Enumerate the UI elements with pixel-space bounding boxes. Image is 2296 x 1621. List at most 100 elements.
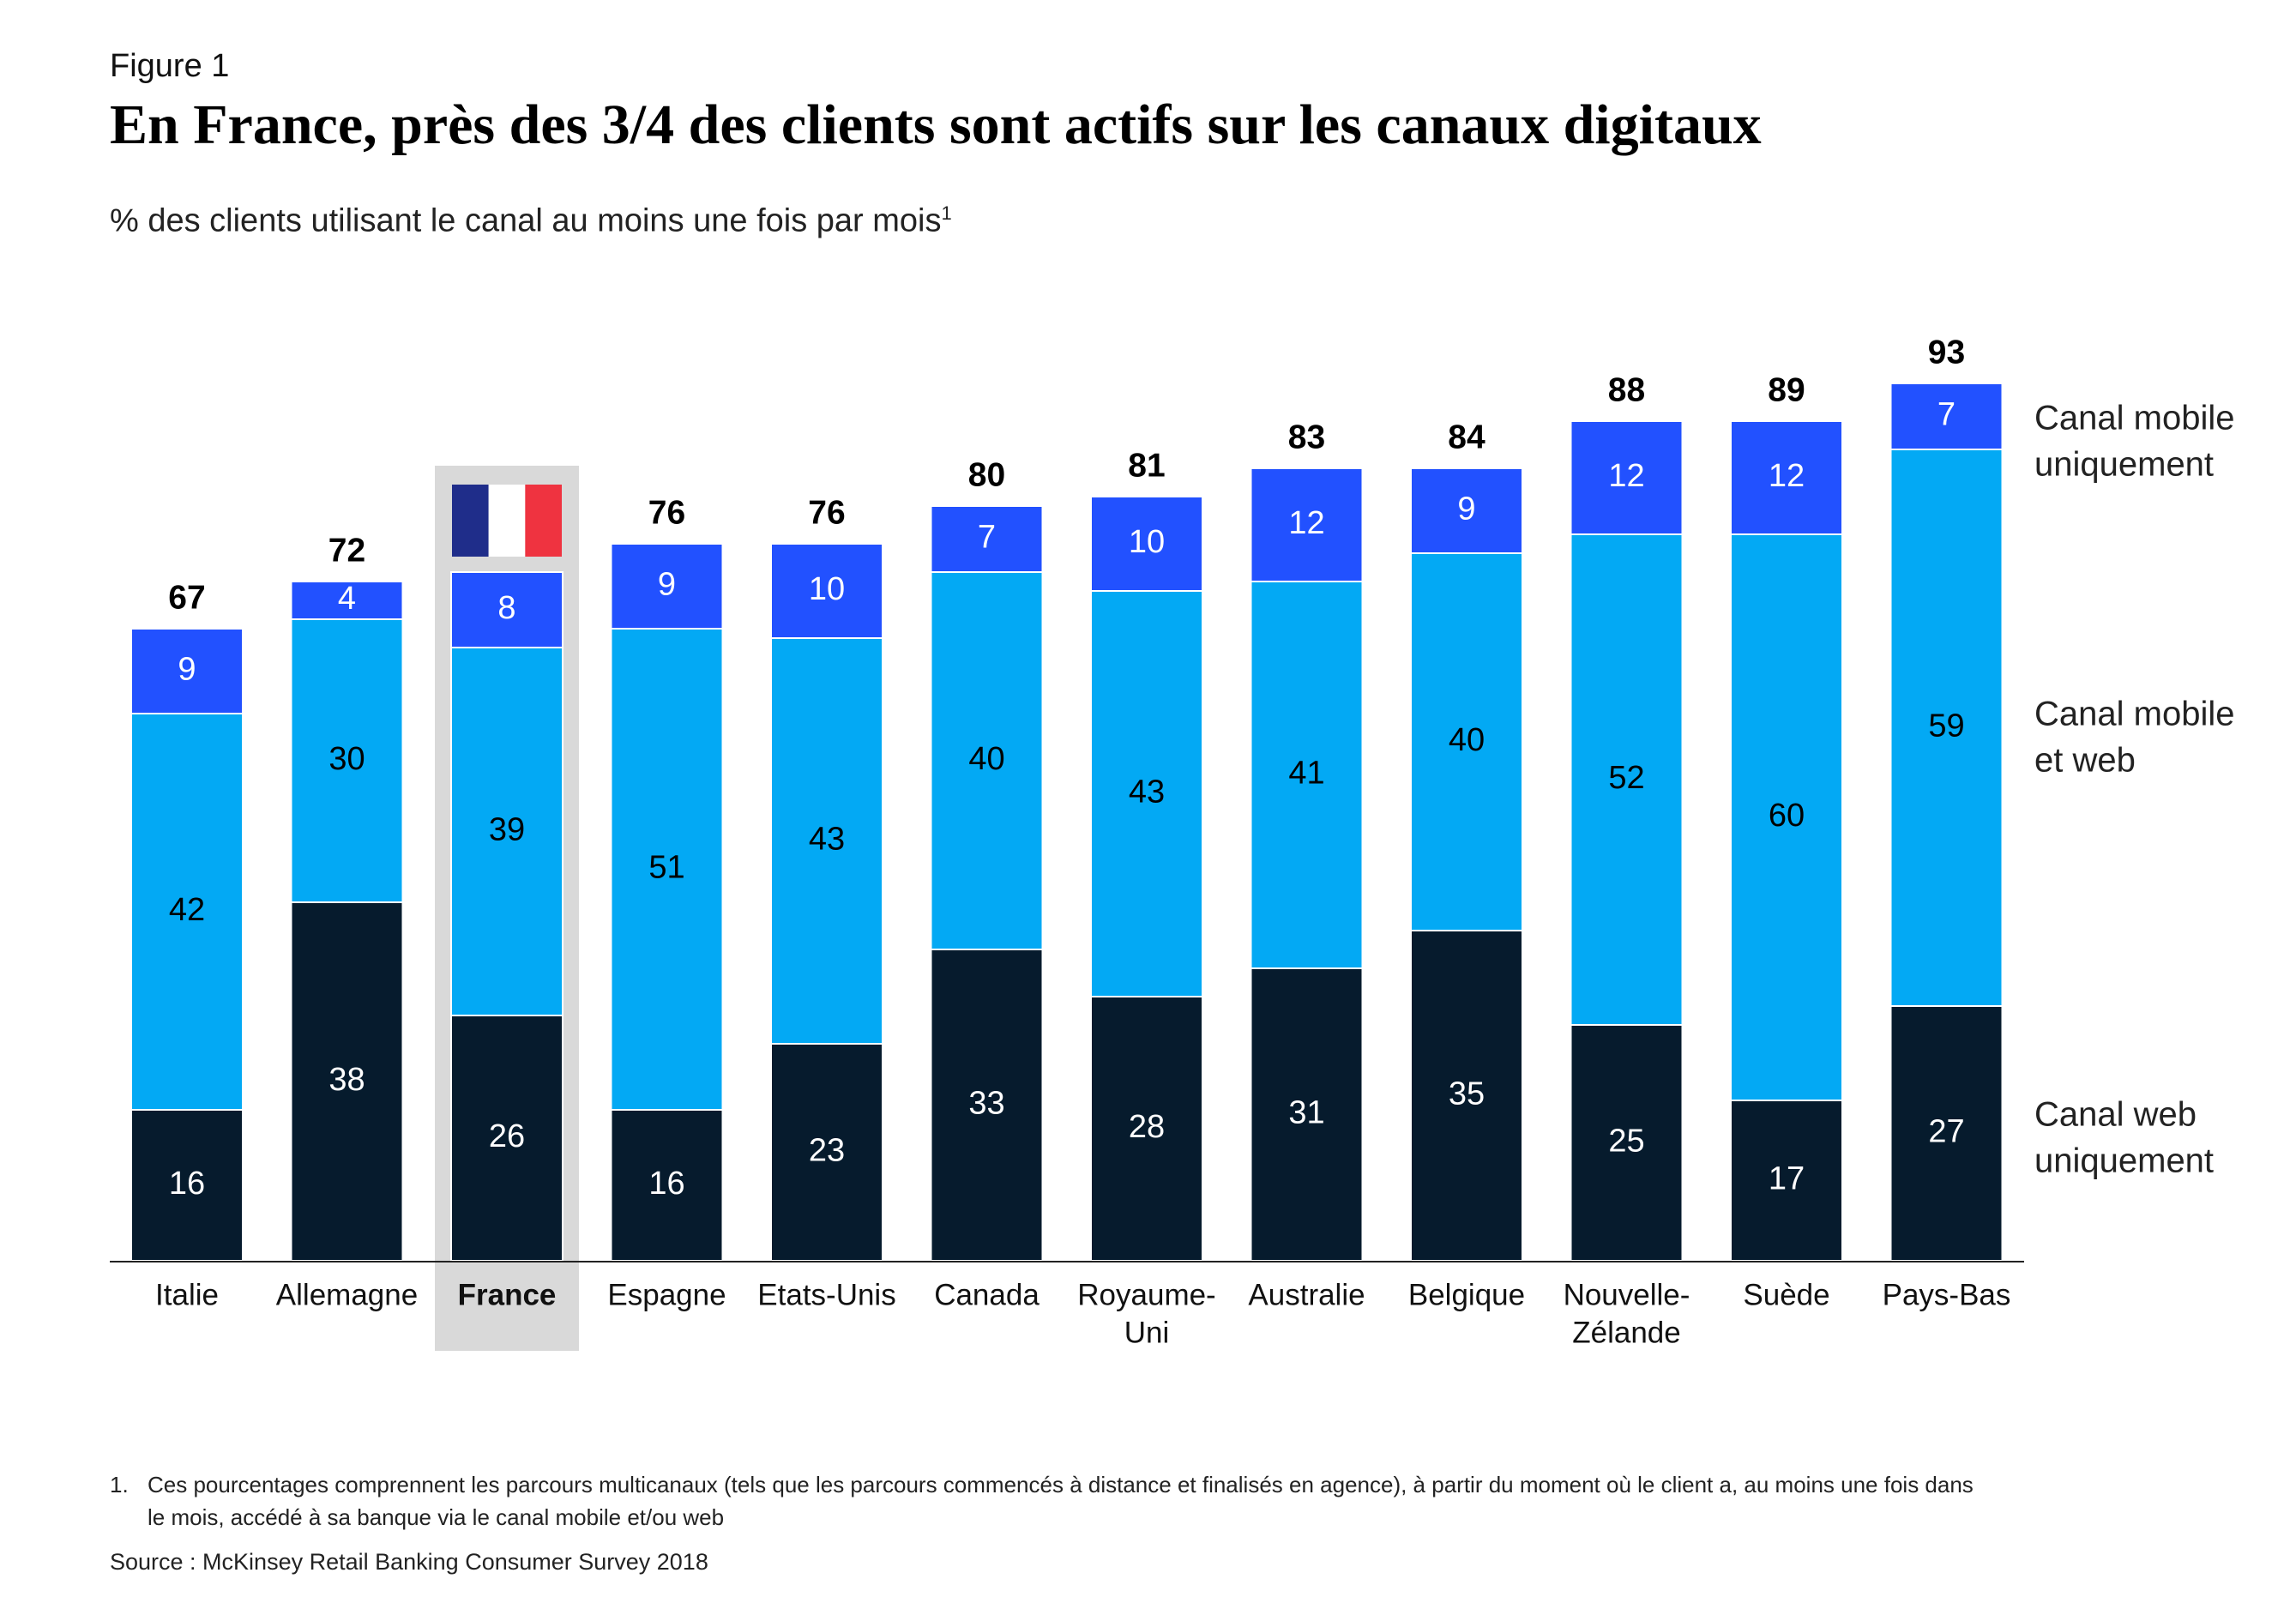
data-label-mobile-only: 12 bbox=[1608, 458, 1644, 494]
data-label-mobile-and-web: 40 bbox=[968, 741, 1004, 777]
category-label: Belgique bbox=[1408, 1278, 1525, 1311]
category-label: Italie bbox=[155, 1278, 219, 1311]
category-label: Australie bbox=[1248, 1278, 1365, 1311]
data-label-mobile-and-web: 39 bbox=[489, 812, 525, 848]
legend-label-web-only: uniquement bbox=[2034, 1142, 2214, 1180]
bar-segment-web-only bbox=[1250, 967, 1364, 1262]
bar-segment-mobile-only bbox=[1730, 420, 1843, 535]
category-label: Pays-Bas bbox=[1883, 1278, 2011, 1311]
data-label-mobile-and-web: 52 bbox=[1608, 760, 1644, 796]
flag-stripe-blue bbox=[452, 485, 489, 557]
bar-segment-web-only bbox=[1410, 930, 1523, 1262]
bar-segment-mobile-only bbox=[450, 571, 563, 648]
data-label-mobile-only: 9 bbox=[1457, 491, 1475, 527]
data-label-mobile-only: 12 bbox=[1288, 505, 1324, 541]
bar-segment-mobile-only bbox=[770, 543, 883, 639]
bar-segment-mobile-only bbox=[1250, 467, 1364, 582]
data-label-mobile-and-web: 60 bbox=[1769, 798, 1805, 834]
bar-segment-web-only bbox=[1090, 996, 1203, 1262]
category-label: Suède bbox=[1743, 1278, 1829, 1311]
bar-segment-mobile-and-web bbox=[610, 628, 724, 1111]
data-label-web-only: 27 bbox=[1928, 1114, 1964, 1150]
bar-segment-web-only bbox=[1570, 1024, 1684, 1262]
flag-stripe-white bbox=[488, 485, 526, 557]
chart-title: En France, près des 3/4 des clients sont… bbox=[110, 93, 1762, 156]
total-label: 80 bbox=[968, 456, 1005, 493]
data-label-mobile-only: 9 bbox=[178, 652, 196, 688]
total-label: 81 bbox=[1128, 447, 1165, 484]
data-label-mobile-only: 9 bbox=[658, 567, 676, 603]
category-label: Nouvelle- bbox=[1564, 1278, 1690, 1311]
data-label-mobile-and-web: 41 bbox=[1288, 756, 1324, 792]
data-label-web-only: 23 bbox=[809, 1133, 845, 1169]
total-label: 67 bbox=[168, 579, 205, 616]
bar-segment-mobile-and-web bbox=[770, 637, 883, 1045]
category-label: Uni bbox=[1124, 1316, 1170, 1349]
category-label: Zélande bbox=[1572, 1316, 1680, 1349]
bar-segment-mobile-and-web bbox=[930, 571, 1044, 950]
bar-segment-mobile-and-web bbox=[1410, 552, 1523, 931]
data-label-web-only: 35 bbox=[1449, 1076, 1485, 1112]
flag-stripe-red bbox=[525, 485, 562, 557]
footnote-number: 1. bbox=[110, 1472, 129, 1497]
legend-label-mobile-and-web: Canal mobile bbox=[2034, 696, 2234, 733]
chart-subtitle: % des clients utilisant le canal au moin… bbox=[110, 202, 952, 240]
source-note: Source : McKinsey Retail Banking Consume… bbox=[110, 1549, 708, 1575]
legend-label-mobile-only: uniquement bbox=[2034, 446, 2214, 484]
total-label: 89 bbox=[1768, 371, 1805, 408]
category-label: Espagne bbox=[607, 1278, 726, 1311]
bar-segment-mobile-and-web bbox=[290, 618, 404, 903]
data-label-mobile-only: 10 bbox=[1129, 524, 1165, 560]
bar-segment-mobile-only bbox=[290, 581, 404, 620]
data-label-mobile-and-web: 42 bbox=[169, 892, 205, 928]
bar-segment-mobile-and-web bbox=[1889, 449, 2004, 1007]
subtitle-text: % des clients utilisant le canal au moin… bbox=[110, 202, 942, 239]
data-label-mobile-only: 7 bbox=[1937, 397, 1956, 433]
category-label: Canada bbox=[934, 1278, 1040, 1311]
bar-segment-web-only bbox=[930, 949, 1044, 1262]
data-label-mobile-and-web: 40 bbox=[1449, 722, 1485, 758]
data-label-mobile-only: 4 bbox=[338, 581, 356, 617]
bar-segment-mobile-and-web bbox=[1090, 590, 1203, 997]
legend-label-web-only: Canal web bbox=[2034, 1096, 2197, 1134]
legend-label-mobile-and-web: et web bbox=[2034, 742, 2136, 780]
bar-segment-web-only bbox=[610, 1109, 724, 1262]
bar-segment-mobile-and-web bbox=[1570, 533, 1684, 1026]
data-label-web-only: 26 bbox=[489, 1118, 525, 1154]
bar-segment-mobile-and-web bbox=[450, 647, 563, 1016]
bar-segment-mobile-and-web bbox=[1250, 581, 1364, 969]
category-label: Allemagne bbox=[276, 1278, 418, 1311]
bar-segment-mobile-only bbox=[1889, 383, 2004, 450]
footnote: 1. Ces pourcentages comprennent les parc… bbox=[110, 1468, 1983, 1534]
data-label-web-only: 38 bbox=[328, 1062, 365, 1098]
data-label-web-only: 33 bbox=[968, 1086, 1004, 1122]
data-label-mobile-and-web: 30 bbox=[328, 741, 365, 777]
bar-segment-mobile-only bbox=[130, 628, 244, 714]
data-label-mobile-only: 8 bbox=[497, 590, 515, 626]
data-label-web-only: 17 bbox=[1769, 1161, 1805, 1197]
total-label: 76 bbox=[808, 494, 845, 531]
data-label-web-only: 31 bbox=[1288, 1095, 1324, 1131]
data-label-mobile-and-web: 43 bbox=[1129, 774, 1165, 810]
bar-segment-mobile-only bbox=[610, 543, 724, 630]
data-label-mobile-and-web: 43 bbox=[809, 822, 845, 858]
subtitle-footnote-marker: 1 bbox=[941, 202, 952, 224]
data-label-mobile-and-web: 51 bbox=[648, 850, 684, 886]
category-label: Royaume- bbox=[1077, 1278, 1215, 1311]
bar-segment-web-only bbox=[450, 1015, 563, 1262]
data-label-mobile-and-web: 59 bbox=[1928, 708, 1964, 744]
data-label-mobile-only: 7 bbox=[978, 520, 996, 556]
total-label: 88 bbox=[1608, 371, 1645, 408]
bar-segment-mobile-only bbox=[1570, 420, 1684, 535]
bar-segment-mobile-and-web bbox=[1730, 533, 1843, 1101]
data-label-mobile-only: 12 bbox=[1769, 458, 1805, 494]
total-label: 84 bbox=[1448, 419, 1485, 455]
footnote-text: Ces pourcentages comprennent les parcour… bbox=[148, 1472, 1974, 1530]
data-label-mobile-only: 10 bbox=[809, 571, 845, 607]
legend-label-mobile-only: Canal mobile bbox=[2034, 400, 2234, 437]
category-label: Etats-Unis bbox=[757, 1278, 895, 1311]
bar-segment-mobile-only bbox=[1090, 496, 1203, 592]
total-label: 93 bbox=[1928, 334, 1965, 371]
data-label-web-only: 25 bbox=[1608, 1124, 1644, 1160]
